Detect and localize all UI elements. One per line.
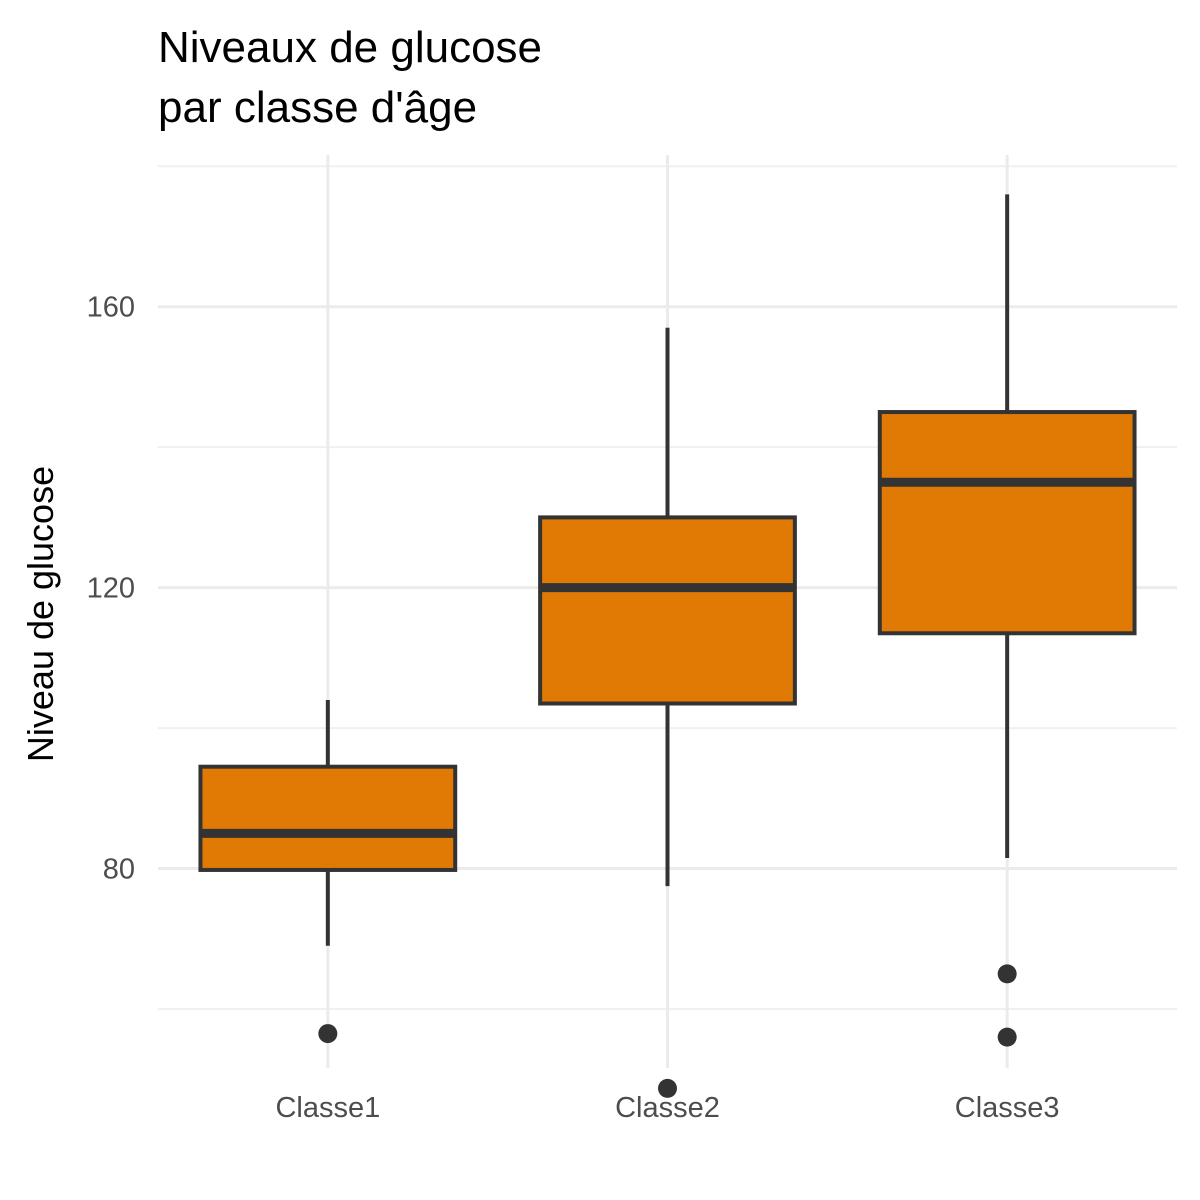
- box-group: [538, 327, 797, 1098]
- plot-layer: [198, 194, 1137, 1098]
- x-tick-label: Classe2: [615, 1092, 720, 1124]
- outlier-point: [997, 1027, 1017, 1047]
- axis-layer: 80 120 160 Classe1 Classe2 Classe3: [87, 292, 1060, 1124]
- outlier-point: [997, 964, 1017, 984]
- box-group: [877, 194, 1137, 1047]
- chart-title-line-2: par classe d'âge: [158, 83, 477, 132]
- box-iqr: [877, 410, 1137, 636]
- y-tick-label: 120: [87, 573, 135, 605]
- y-tick-label: 80: [103, 854, 135, 886]
- box-iqr: [198, 764, 458, 872]
- outlier-point: [318, 1024, 338, 1044]
- y-tick-label: 160: [87, 292, 135, 324]
- x-tick-label: Classe1: [275, 1092, 380, 1124]
- y-axis-label: Niveau de glucose: [20, 466, 61, 762]
- x-tick-label: Classe3: [955, 1092, 1060, 1124]
- box-group: [198, 699, 458, 1044]
- box-iqr: [538, 515, 797, 706]
- outlier-point: [658, 1078, 677, 1098]
- chart-title-line-1: Niveaux de glucose: [158, 23, 542, 72]
